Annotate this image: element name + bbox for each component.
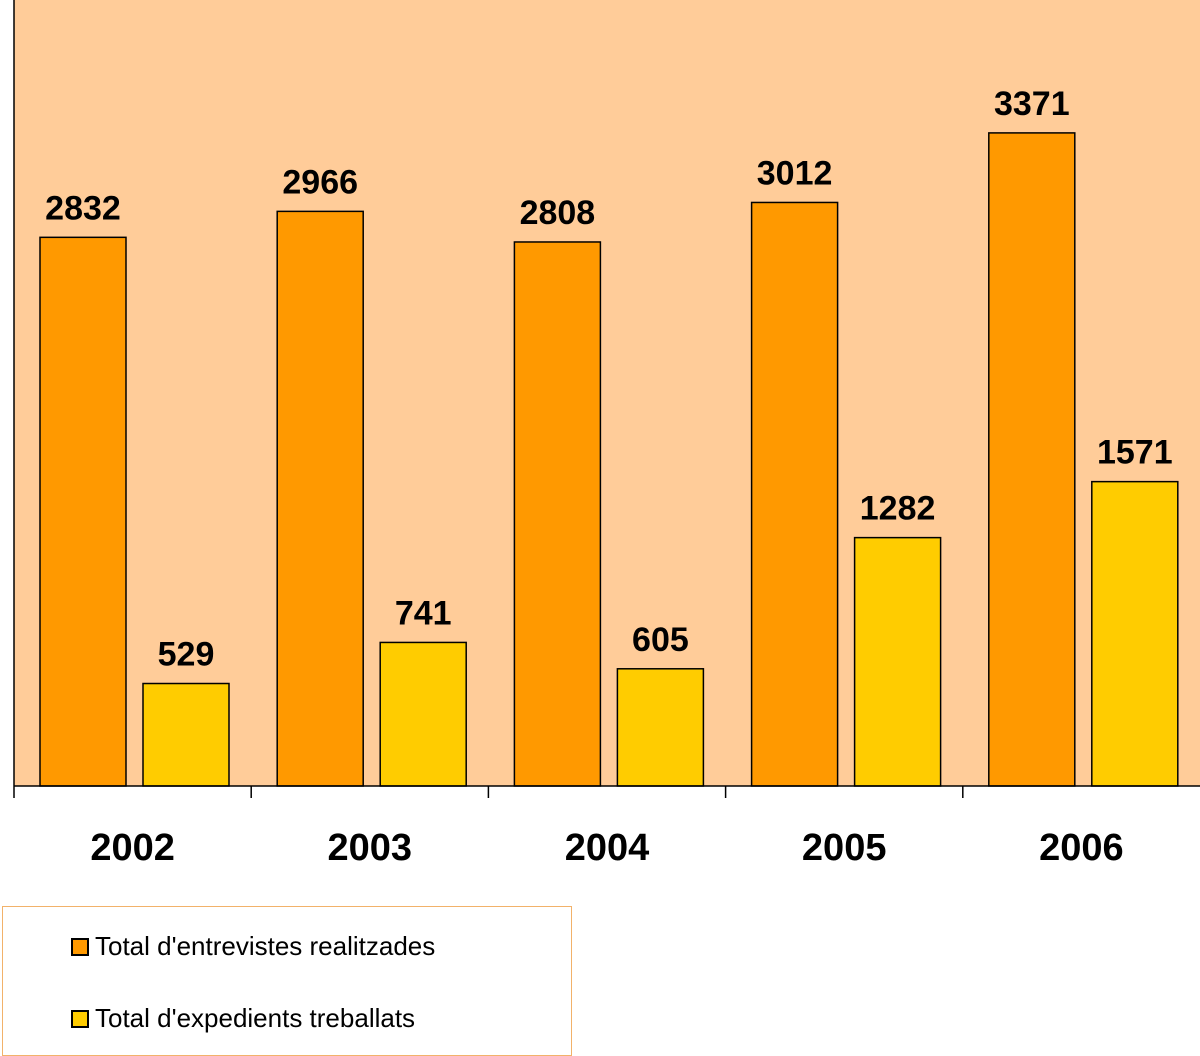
- bar-2003-entrevistes: [276, 210, 364, 787]
- bar-2002-expedients: [142, 682, 230, 787]
- data-label-2004-expedients: 605: [632, 621, 689, 659]
- data-label-2005-expedients: 1282: [860, 490, 936, 528]
- bars-group: [39, 132, 1179, 787]
- data-label-2005-entrevistes: 3012: [757, 154, 833, 192]
- data-label-2002-expedients: 529: [158, 636, 215, 674]
- bar-2005-entrevistes: [750, 201, 839, 787]
- data-labels-group: 2832 529 2966 741 2808 605 3012 1282 3371 1571: [45, 85, 1172, 674]
- x-tick-label-2004: 2004: [565, 827, 650, 869]
- legend: Total d'entrevistes realitzades Total d'…: [2, 906, 572, 1056]
- legend-label: Total d'expedients treballats: [95, 1003, 416, 1033]
- data-label-2003-expedients: 741: [395, 594, 452, 632]
- x-tick-label-2003: 2003: [328, 827, 413, 869]
- x-axis-labels: 2002 2003 2004 2005 2006: [90, 827, 1123, 869]
- data-label-2003-entrevistes: 2966: [282, 163, 358, 201]
- legend-item-expedients: Total d'expedients treballats: [71, 1003, 415, 1034]
- legend-swatch-yellow: [71, 1009, 89, 1028]
- x-tick-label-2002: 2002: [90, 827, 175, 869]
- legend-label: Total d'entrevistes realitzades: [95, 931, 436, 961]
- data-label-2006-expedients: 1571: [1097, 434, 1173, 472]
- x-axis-ticks: [13, 786, 964, 798]
- x-tick-label-2005: 2005: [802, 827, 887, 869]
- data-label-2004-entrevistes: 2808: [520, 194, 596, 232]
- bar-2004-entrevistes: [513, 241, 602, 787]
- bar-2005-expedients: [853, 536, 942, 787]
- bar-2003-expedients: [379, 641, 467, 787]
- bar-2002-entrevistes: [39, 236, 127, 787]
- bar-2006-expedients: [1091, 480, 1179, 787]
- legend-swatch-orange: [71, 937, 89, 956]
- bar-2004-expedients: [616, 668, 705, 787]
- data-label-2002-entrevistes: 2832: [45, 189, 121, 227]
- data-label-2006-entrevistes: 3371: [994, 85, 1070, 123]
- bar-chart: 2832 529 2966 741 2808 605 3012 1282 3371 1571 20…: [13, 0, 1200, 869]
- legend-item-entrevistes: Total d'entrevistes realitzades: [71, 931, 435, 962]
- x-tick-label-2006: 2006: [1039, 827, 1124, 869]
- bar-2006-entrevistes: [988, 132, 1076, 787]
